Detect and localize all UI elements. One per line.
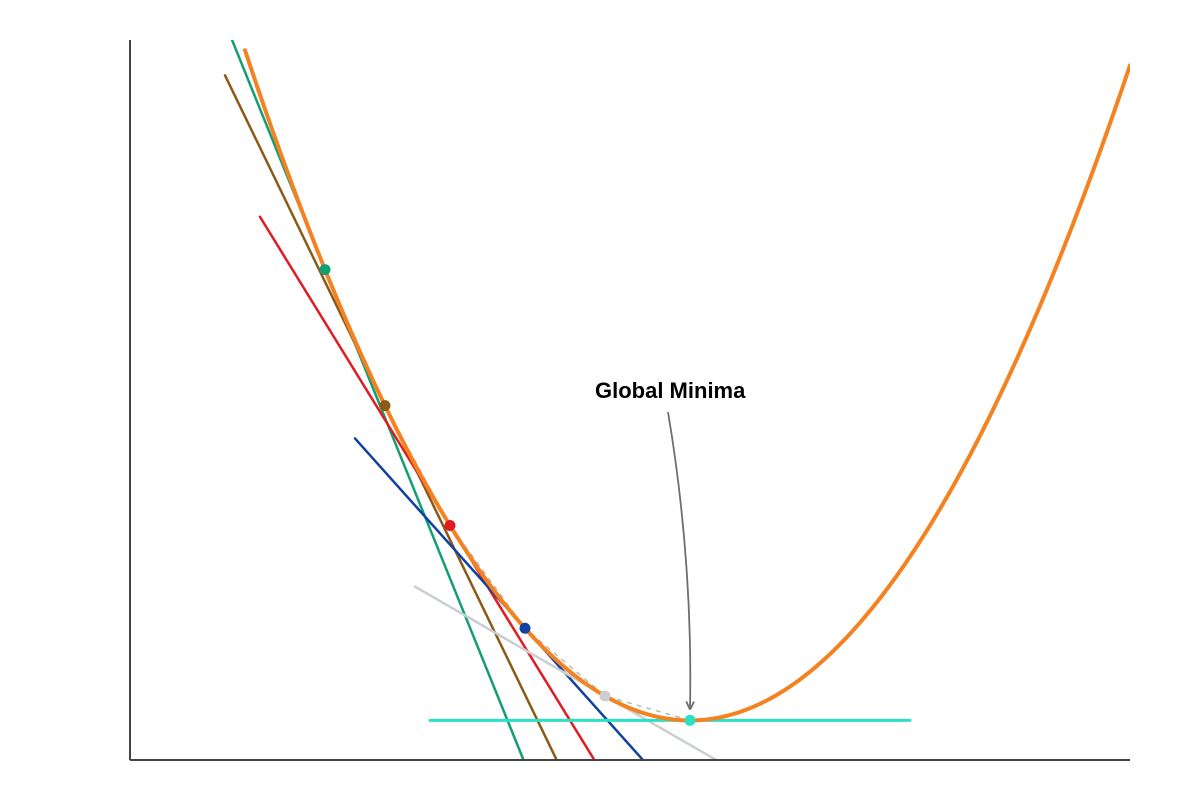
step-marker-3	[520, 623, 530, 633]
global-minima-label: Global Minima	[595, 378, 746, 403]
tangent-line-3	[355, 438, 685, 800]
tangent-line-4	[415, 587, 835, 800]
step-marker-0	[320, 265, 330, 275]
step-marker-1	[380, 401, 390, 411]
step-marker-5	[685, 715, 695, 725]
step-marker-2	[445, 520, 455, 530]
annotation-arrow	[668, 412, 690, 710]
tangent-line-1	[225, 75, 615, 800]
descent-trajectory	[325, 270, 690, 721]
tangent-line-0	[205, 0, 575, 800]
step-marker-4	[600, 691, 610, 701]
gradient-descent-chart: Global Minima	[0, 0, 1200, 800]
